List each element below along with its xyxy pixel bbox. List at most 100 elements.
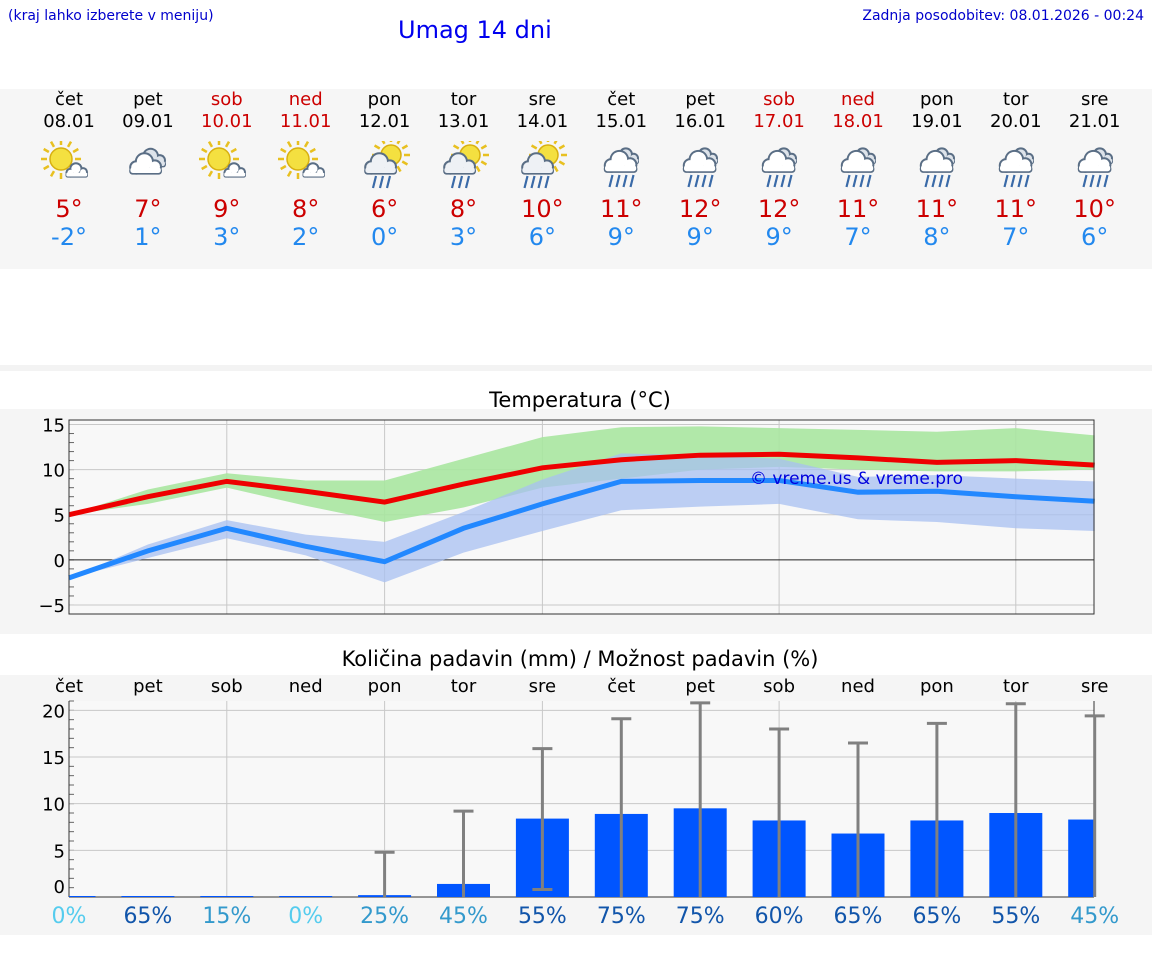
- temp-max: 10°: [1073, 195, 1116, 223]
- y-tick-label: 5: [54, 841, 65, 862]
- precip-probability: 55%: [517, 904, 567, 929]
- temp-max: 11°: [600, 195, 643, 223]
- sun-cloud-icon: [39, 139, 99, 191]
- day-date: 11.01: [279, 111, 332, 132]
- cloud-rain-icon: [749, 141, 809, 191]
- temp-min: 6°: [528, 223, 557, 251]
- cloud-rain-icon: [591, 141, 651, 191]
- forecast-day: pet 16.01 12° 9°: [661, 89, 740, 251]
- precip-day-label: pon: [919, 676, 954, 697]
- temp-min: 7°: [844, 223, 872, 251]
- forecast-day: tor 13.01 8° 3°: [424, 89, 503, 251]
- temp-max: 11°: [994, 195, 1038, 223]
- day-date: 12.01: [358, 111, 411, 132]
- sun-cloud-icon: [276, 139, 336, 191]
- precip-probability: 25%: [360, 904, 410, 929]
- temp-min: 9°: [686, 223, 714, 251]
- temp-max: 11°: [836, 195, 880, 223]
- y-tick-label: 0: [54, 877, 65, 898]
- day-date: 09.01: [122, 111, 174, 132]
- precip-probability: 65%: [912, 904, 962, 929]
- temp-min: 0°: [370, 223, 399, 251]
- temp-max: 8°: [292, 195, 320, 223]
- cloud-rain-icon: [1065, 141, 1125, 191]
- min-temp-line: [68, 477, 1095, 581]
- sun-cloud-heavy-rain-icon: [512, 136, 572, 191]
- temp-max: 5°: [55, 195, 83, 223]
- temp-min: 9°: [765, 223, 793, 251]
- day-name: pon: [919, 89, 954, 110]
- temp-min: 9°: [607, 223, 635, 251]
- precip-day-label: pon: [367, 676, 402, 697]
- temp-min: 6°: [1081, 223, 1109, 251]
- forecast-day: čet 08.01 5° -2°: [30, 89, 109, 251]
- y-tick-label: 10: [42, 795, 65, 816]
- precip-day-label: pet: [685, 676, 715, 697]
- cloudy-icon: [118, 141, 178, 191]
- precip-day-label: tor: [1003, 676, 1029, 697]
- precip-probability: 65%: [833, 904, 883, 929]
- separator: [0, 365, 1152, 371]
- temp-max: 12°: [678, 195, 722, 223]
- forecast-day: pon 12.01 6° 0°: [345, 89, 424, 251]
- forecast-strip: [0, 89, 1152, 269]
- temp-min: 1°: [134, 223, 162, 251]
- forecast-day: pon 19.01 11° 8°: [897, 89, 976, 251]
- watermark: © vreme.us & vreme.pro: [750, 469, 963, 489]
- precip-day-label: ned: [288, 676, 323, 697]
- precip-day-label: ned: [841, 676, 875, 697]
- precip-bar: [279, 896, 333, 897]
- temp-max: 11°: [915, 195, 959, 223]
- precip-probability: 45%: [1070, 904, 1120, 929]
- temp-min: 3°: [213, 223, 241, 251]
- day-name: sre: [1080, 89, 1109, 110]
- precip-bar: [121, 896, 175, 897]
- y-tick-label: −5: [38, 596, 65, 617]
- day-name: ned: [288, 89, 323, 110]
- precip-probability: 75%: [675, 904, 725, 929]
- precip-day-label: sob: [763, 676, 795, 697]
- precip-probability: 55%: [991, 904, 1041, 929]
- day-date: 18.01: [832, 111, 884, 132]
- y-tick-label: 15: [42, 748, 65, 769]
- precip-probability: 60%: [754, 904, 804, 929]
- day-date: 16.01: [674, 111, 726, 132]
- y-tick-label: 10: [42, 461, 65, 482]
- precipitation-chart-title: Količina padavin (mm) / Možnost padavin …: [341, 647, 819, 671]
- sun-cloud-rain-icon: [434, 136, 494, 191]
- forecast-day: tor 20.01 11° 7°: [976, 89, 1055, 251]
- forecast-day: sob 17.01 12° 9°: [740, 89, 819, 251]
- forecast-day: sre 14.01 10° 6°: [503, 89, 582, 251]
- day-date: 14.01: [516, 111, 569, 132]
- day-name: čet: [54, 89, 84, 110]
- precip-day-label: tor: [450, 676, 477, 697]
- temp-min: 2°: [292, 223, 320, 251]
- temp-max: 10°: [521, 195, 564, 223]
- y-tick-label: 5: [54, 506, 65, 527]
- day-date: 08.01: [43, 111, 95, 132]
- location-hint: (kraj lahko izberete v meniju): [8, 8, 214, 24]
- max-temp-line: [68, 451, 1095, 518]
- forecast-day: pet 09.01 7° 1°: [108, 89, 187, 251]
- day-name: tor: [1003, 89, 1029, 110]
- precipitation-chart: 20 15 10 5 0: [42, 700, 1105, 898]
- precip-day-label: čet: [54, 676, 84, 697]
- precip-day-label: sre: [528, 676, 557, 697]
- y-tick-label: 20: [42, 701, 65, 722]
- precip-day-label: pet: [133, 676, 163, 697]
- precip-day-label: sre: [1080, 676, 1109, 697]
- sun-cloud-icon: [197, 139, 257, 191]
- cloud-rain-icon: [828, 141, 888, 191]
- cloud-rain-icon: [986, 141, 1046, 191]
- day-name: čet: [607, 89, 636, 110]
- day-date: 17.01: [753, 111, 805, 132]
- precip-probability: 65%: [123, 904, 173, 929]
- precip-probability: 45%: [439, 904, 488, 929]
- sun-cloud-rain-icon: [355, 136, 415, 191]
- cloud-rain-icon: [907, 141, 967, 191]
- day-name: ned: [841, 89, 875, 110]
- precip-bar: [1068, 819, 1094, 897]
- precip-probability: 15%: [202, 904, 252, 929]
- last-updated: Zadnja posodobitev: 08.01.2026 - 00:24: [862, 8, 1144, 24]
- temperature-chart: 15 10 5 0 −5 © vreme.us & vreme.pro: [38, 416, 1095, 617]
